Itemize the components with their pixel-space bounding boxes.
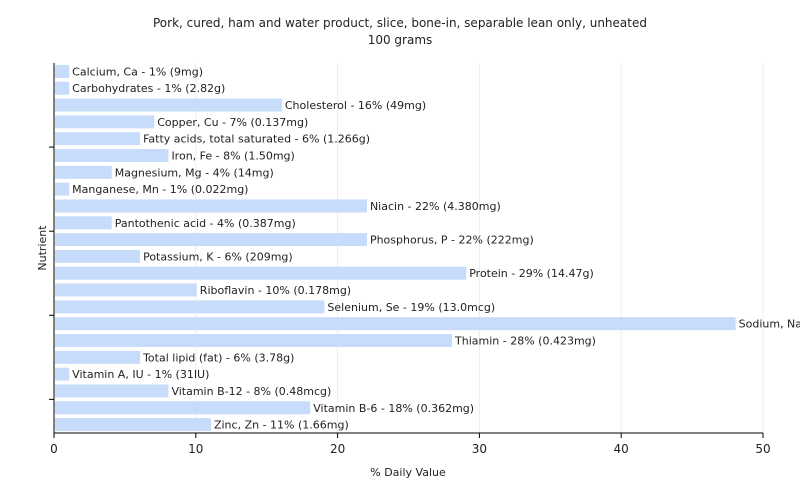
x-axis-title: % Daily Value xyxy=(370,466,446,479)
bar xyxy=(55,283,197,297)
x-tick-label: 20 xyxy=(330,442,345,456)
chart-subtitle: 100 grams xyxy=(368,33,433,47)
bar xyxy=(55,418,211,432)
grid-lines xyxy=(195,63,764,433)
bar xyxy=(55,367,70,381)
x-tick-label: 0 xyxy=(50,442,58,456)
bar xyxy=(55,165,112,179)
bar-label: Protein - 29% (14.47g) xyxy=(469,267,594,280)
bar-label: Niacin - 22% (4.380mg) xyxy=(370,200,501,213)
x-tick-label: 40 xyxy=(614,442,629,456)
bar xyxy=(55,266,467,280)
bar xyxy=(55,216,112,230)
bar-label: Iron, Fe - 8% (1.50mg) xyxy=(171,150,294,163)
bar-label: Total lipid (fat) - 6% (3.78g) xyxy=(142,351,294,364)
bar-label: Magnesium, Mg - 4% (14mg) xyxy=(115,166,274,179)
bar xyxy=(55,132,141,146)
y-axis-title: Nutrient xyxy=(36,225,49,271)
bar xyxy=(55,233,367,247)
chart-title: Pork, cured, ham and water product, slic… xyxy=(153,16,647,30)
bar-label: Vitamin B-6 - 18% (0.362mg) xyxy=(313,402,474,415)
x-tick-label: 30 xyxy=(472,442,487,456)
bar xyxy=(55,115,155,129)
bar xyxy=(55,98,282,112)
bar-label: Riboflavin - 10% (0.178mg) xyxy=(200,284,351,297)
axes xyxy=(49,63,764,438)
bar-label: Zinc, Zn - 11% (1.66mg) xyxy=(214,419,349,432)
bar-label: Phosphorus, P - 22% (222mg) xyxy=(370,234,534,247)
bar xyxy=(55,182,70,196)
bar-label: Carbohydrates - 1% (2.82g) xyxy=(72,82,225,95)
bar xyxy=(55,199,367,213)
bar xyxy=(55,249,141,263)
bar-label: Cholesterol - 16% (49mg) xyxy=(285,99,426,112)
bar xyxy=(55,149,169,162)
x-tick-labels: 0 10 20 30 40 50 xyxy=(50,442,770,456)
bar-label: Vitamin B-12 - 8% (0.48mcg) xyxy=(171,385,331,398)
bars: Calcium, Ca - 1% (9mg) Carbohydrates - 1%… xyxy=(55,64,800,432)
bar xyxy=(55,81,70,95)
bar-label: Thiamin - 28% (0.423mg) xyxy=(454,335,596,348)
bar-label: Selenium, Se - 19% (13.0mcg) xyxy=(327,301,495,314)
x-tick-label: 10 xyxy=(188,442,203,456)
bar-label: Pantothenic acid - 4% (0.387mg) xyxy=(115,217,296,230)
x-tick-label: 50 xyxy=(755,442,770,456)
bar-label: Copper, Cu - 7% (0.137mg) xyxy=(157,116,308,129)
bar-label: Potassium, K - 6% (209mg) xyxy=(143,250,293,263)
bar xyxy=(55,384,169,398)
bar-label: Manganese, Mn - 1% (0.022mg) xyxy=(72,183,248,196)
bar xyxy=(55,334,453,347)
bar-label: Fatty acids, total saturated - 6% (1.266… xyxy=(143,133,370,146)
bar-label: Calcium, Ca - 1% (9mg) xyxy=(72,65,203,78)
bar xyxy=(55,350,141,364)
bar xyxy=(55,64,70,78)
bar xyxy=(55,300,325,314)
bar-label: Vitamin A, IU - 1% (31IU) xyxy=(72,368,209,381)
bar-label: Sodium, Na - 48% (1160mg) xyxy=(739,318,800,331)
bar xyxy=(55,317,736,331)
bar xyxy=(55,401,311,415)
